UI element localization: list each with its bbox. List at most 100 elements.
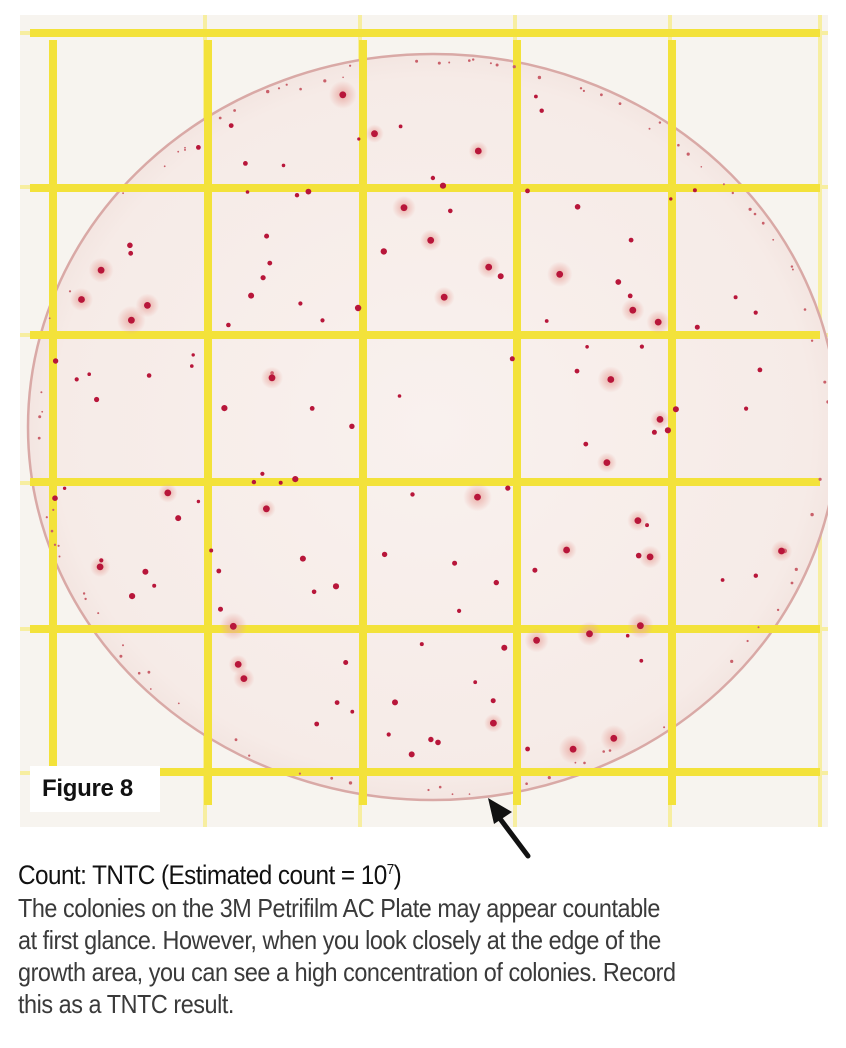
- colony: [720, 578, 725, 582]
- colony: [334, 700, 340, 705]
- edge-colony: [618, 102, 622, 105]
- edge-colony: [68, 290, 72, 293]
- colony: [692, 188, 697, 193]
- colony: [87, 372, 91, 377]
- colony: [457, 608, 462, 614]
- colony: [563, 546, 570, 554]
- colony: [263, 505, 270, 513]
- edge-colony: [40, 391, 43, 394]
- edge-colony: [722, 183, 725, 186]
- colony: [129, 593, 136, 600]
- colony: [533, 636, 540, 644]
- edge-colony: [658, 121, 662, 124]
- arrow-pointer-icon: [488, 798, 531, 859]
- edge-colony: [525, 782, 528, 785]
- petrifilm-plate-graphic: [20, 15, 828, 827]
- colony: [268, 374, 276, 382]
- edge-colony: [495, 63, 499, 67]
- edge-colony: [437, 61, 441, 65]
- edge-colony: [149, 688, 152, 690]
- edge-colony: [776, 608, 780, 612]
- edge-colony: [757, 626, 760, 629]
- edge-colony: [748, 207, 752, 211]
- colony: [146, 373, 152, 378]
- colony: [574, 368, 580, 374]
- edge-colony: [299, 87, 302, 91]
- colony: [320, 318, 325, 323]
- caption-title-prefix: Count: TNTC (Estimated count = 10: [18, 860, 387, 890]
- colony: [408, 751, 415, 758]
- edge-colony: [330, 776, 334, 780]
- colony: [753, 310, 758, 315]
- edge-colony: [37, 436, 41, 440]
- colony: [357, 137, 361, 141]
- colony: [397, 394, 402, 398]
- colony: [152, 583, 157, 588]
- colony: [339, 91, 347, 99]
- edge-colony: [794, 567, 798, 572]
- colony: [430, 175, 436, 181]
- caption-body-line: at first glance. However, when you look …: [18, 925, 661, 955]
- colony: [380, 248, 387, 255]
- colony: [733, 295, 738, 300]
- colony: [628, 237, 634, 243]
- colony: [142, 568, 149, 575]
- edge-colony: [82, 592, 86, 595]
- edge-colony: [579, 87, 583, 90]
- edge-colony: [753, 212, 757, 216]
- colony: [343, 660, 349, 665]
- colony: [218, 606, 223, 612]
- colony: [428, 736, 434, 743]
- colony: [664, 427, 672, 434]
- edge-colony: [147, 670, 151, 674]
- edge-colony: [602, 750, 605, 753]
- colony: [234, 661, 242, 668]
- colony: [639, 344, 645, 349]
- colony: [298, 301, 303, 306]
- colony: [94, 396, 100, 403]
- colony: [128, 250, 134, 256]
- edge-colony: [53, 543, 57, 546]
- edge-colony: [731, 191, 734, 195]
- growth-area: [26, 52, 828, 802]
- edge-colony: [438, 785, 442, 789]
- petrifilm-plate-image: [20, 15, 828, 827]
- edge-colony: [298, 772, 301, 775]
- colony: [610, 734, 618, 742]
- colony: [525, 188, 530, 194]
- colony: [501, 644, 508, 651]
- colony: [615, 279, 622, 285]
- colony: [410, 492, 415, 497]
- colony: [497, 273, 504, 280]
- caption-title-suffix: ): [393, 860, 402, 890]
- colony: [248, 292, 255, 299]
- edge-colony: [122, 644, 124, 647]
- colony: [381, 551, 388, 558]
- edge-colony: [608, 749, 612, 752]
- colony: [607, 376, 615, 383]
- colony: [190, 364, 194, 368]
- colony: [485, 263, 493, 271]
- edge-colony: [648, 127, 651, 130]
- colony: [299, 555, 306, 562]
- colony: [392, 699, 398, 706]
- edge-colony: [810, 512, 814, 517]
- edge-colony: [761, 221, 765, 225]
- colony: [637, 622, 644, 630]
- colony: [427, 236, 435, 244]
- colony: [78, 296, 85, 303]
- edge-colony: [468, 793, 471, 795]
- colony: [544, 319, 549, 323]
- edge-colony: [52, 508, 55, 511]
- edge-colony: [818, 477, 822, 481]
- figure-label: Figure 8: [30, 766, 160, 812]
- edge-colony: [233, 109, 237, 112]
- colony: [574, 204, 581, 210]
- colony: [439, 182, 447, 189]
- edge-colony: [84, 597, 87, 601]
- colony: [127, 242, 133, 249]
- colony: [493, 579, 499, 586]
- colony: [260, 275, 266, 281]
- colony: [634, 517, 642, 524]
- colony: [196, 499, 201, 504]
